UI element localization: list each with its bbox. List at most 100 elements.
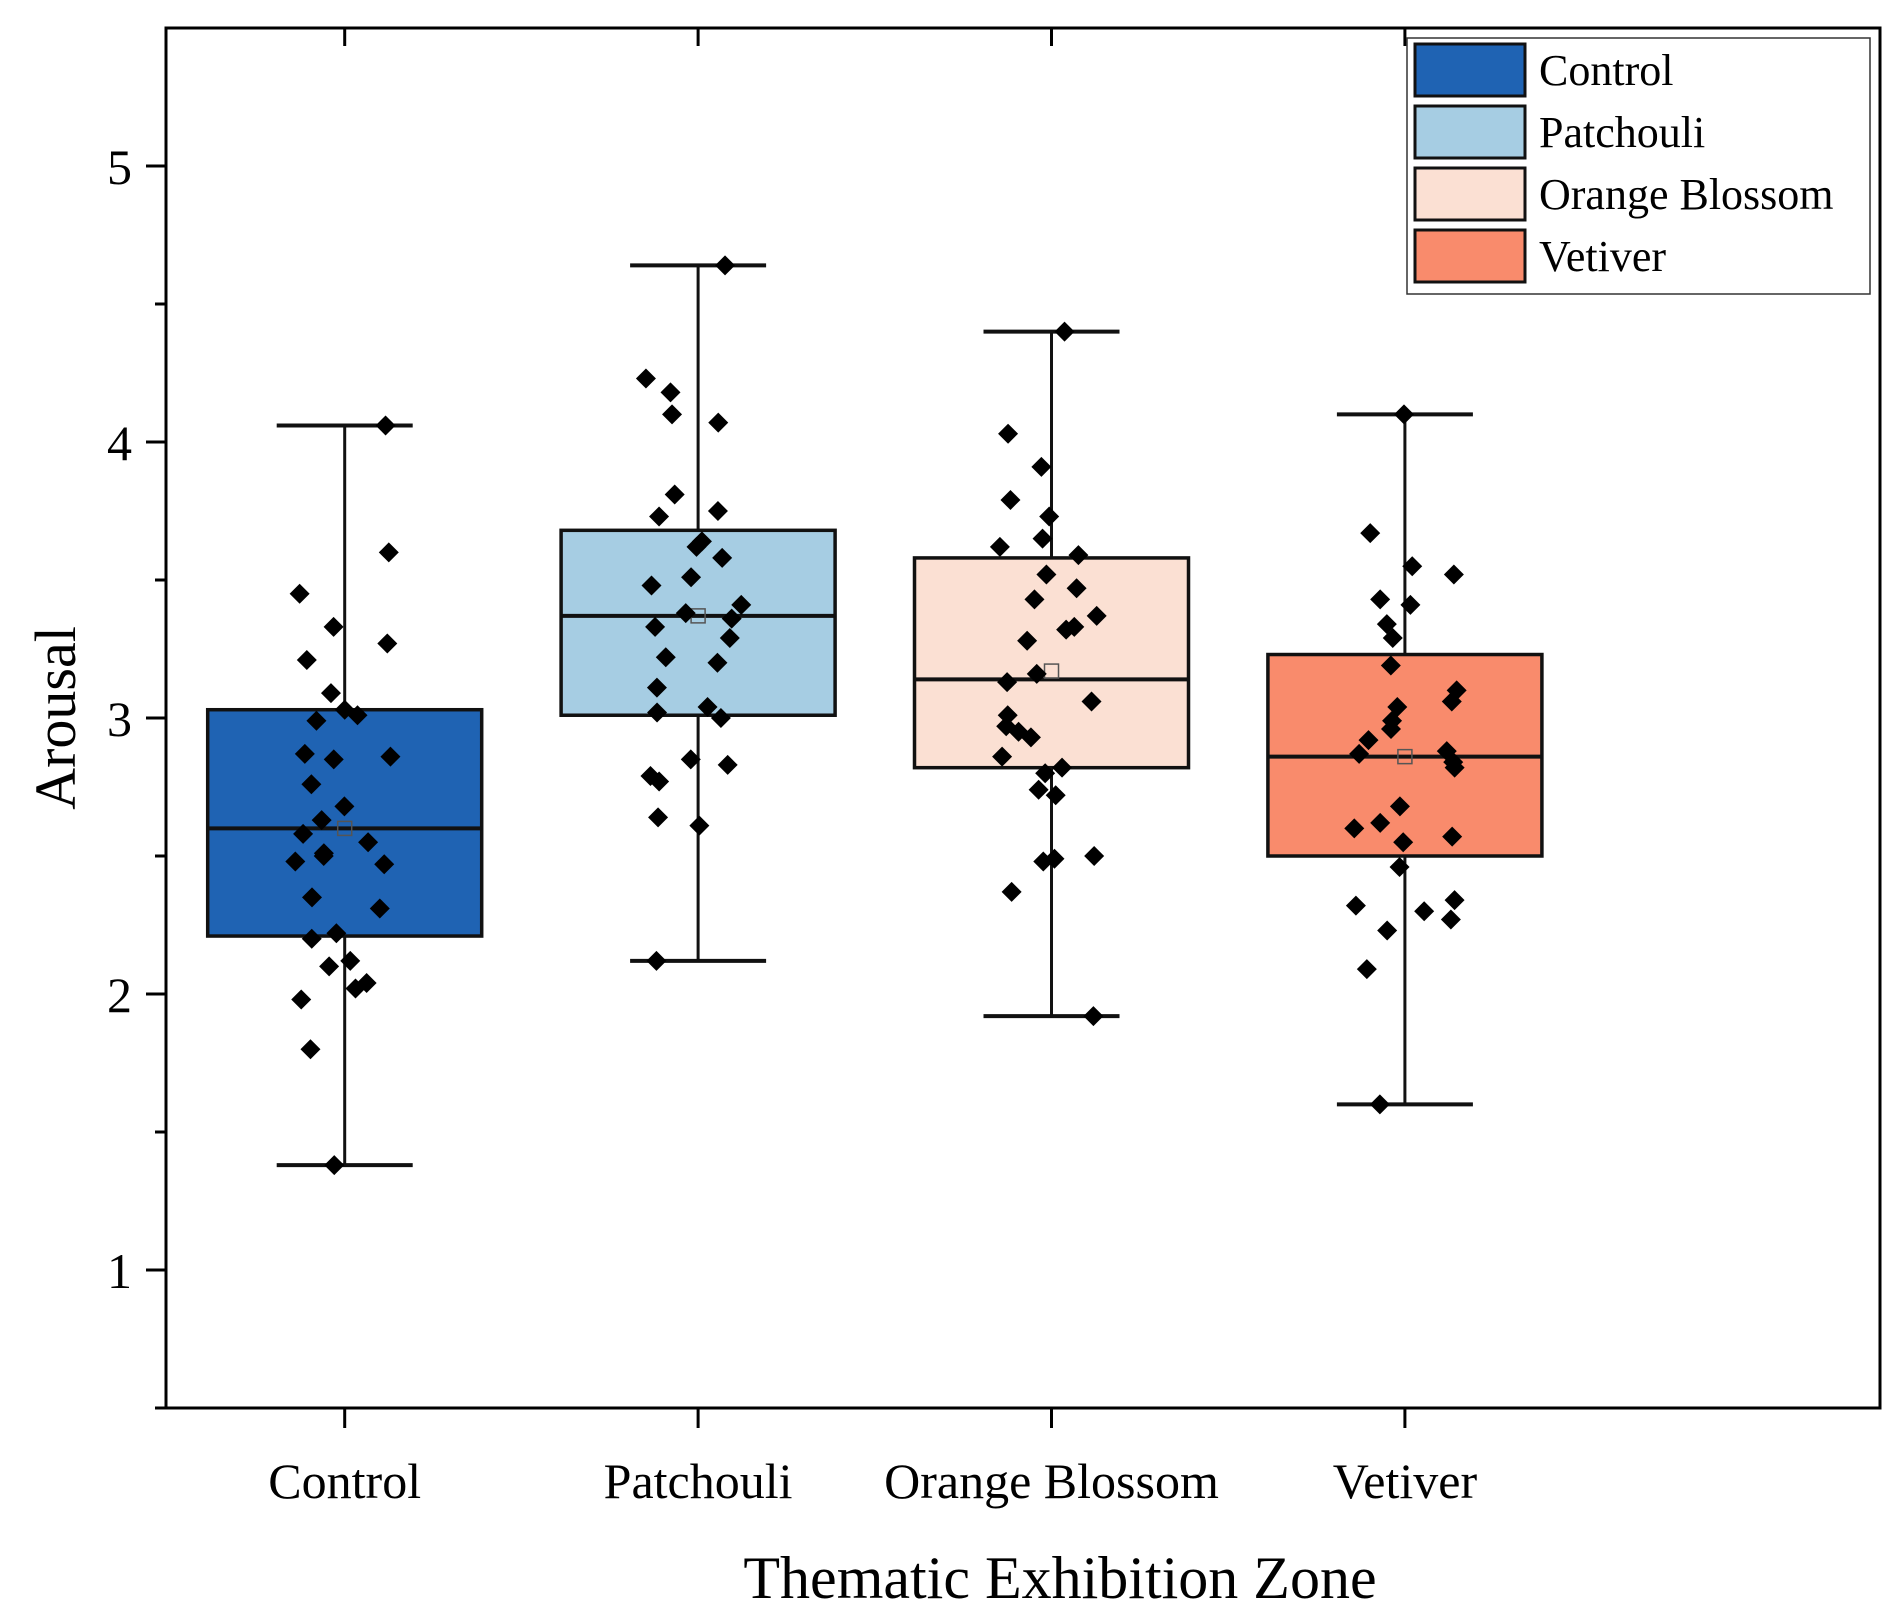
data-point xyxy=(712,547,733,568)
data-point xyxy=(1039,506,1060,527)
x-tick-label: Control xyxy=(268,1453,421,1509)
y-tick-label: 4 xyxy=(107,415,132,471)
data-point xyxy=(649,506,670,527)
data-point xyxy=(293,823,314,844)
data-point xyxy=(323,616,344,637)
data-point xyxy=(710,708,731,728)
data-point xyxy=(675,603,696,624)
data-point xyxy=(717,754,738,775)
data-point xyxy=(1017,630,1038,651)
data-point xyxy=(347,705,368,726)
data-point xyxy=(1054,321,1075,342)
x-tick-label: Vetiver xyxy=(1333,1453,1478,1509)
data-point xyxy=(1370,812,1391,833)
data-point xyxy=(998,423,1019,444)
data-point xyxy=(1024,589,1045,610)
data-point xyxy=(377,633,398,654)
data-point xyxy=(289,583,310,604)
data-point xyxy=(1036,564,1057,585)
data-point xyxy=(1356,959,1377,980)
box-vetiver xyxy=(1266,412,1544,1107)
data-point xyxy=(1440,909,1461,930)
data-point xyxy=(697,696,718,717)
data-point xyxy=(1389,857,1410,878)
data-point xyxy=(715,255,736,276)
data-point xyxy=(326,923,347,944)
data-point xyxy=(1052,757,1073,778)
data-point xyxy=(646,677,667,698)
data-point xyxy=(997,672,1018,693)
data-point xyxy=(707,501,728,521)
axis-ticks: 1 2 3 4 5 Control Patchouli Orange Blossom Vetiv… xyxy=(107,28,1477,1509)
data-point xyxy=(1349,743,1370,764)
data-point xyxy=(655,647,676,668)
data-point xyxy=(340,950,361,971)
data-point xyxy=(721,608,742,629)
data-point xyxy=(686,536,707,557)
data-point xyxy=(1358,730,1379,751)
data-point xyxy=(300,1039,321,1060)
data-point xyxy=(1360,523,1381,544)
legend-label: Orange Blossom xyxy=(1539,170,1834,219)
data-point xyxy=(369,898,390,919)
mean-marker xyxy=(1043,663,1060,679)
data-point xyxy=(641,575,662,596)
legend: Control Patchouli Orange Blossom Vetiver xyxy=(1406,37,1871,295)
data-point xyxy=(1444,757,1465,778)
data-point xyxy=(1045,785,1066,806)
data-point xyxy=(1444,890,1465,911)
data-point xyxy=(313,846,334,866)
data-point xyxy=(320,683,341,704)
data-point xyxy=(648,807,669,828)
y-tick-label: 3 xyxy=(107,691,132,747)
data-point xyxy=(645,616,666,637)
data-point xyxy=(662,404,683,425)
data-point xyxy=(1086,605,1107,626)
data-point xyxy=(731,594,752,615)
data-point xyxy=(1393,832,1414,853)
data-point xyxy=(1443,564,1464,585)
data-point xyxy=(1068,545,1089,566)
data-point xyxy=(719,627,740,648)
x-tick-label: Orange Blossom xyxy=(884,1453,1219,1509)
data-point xyxy=(1056,619,1077,640)
data-point xyxy=(1028,779,1049,800)
data-point xyxy=(1345,895,1366,916)
data-point xyxy=(660,382,681,403)
data-point xyxy=(323,749,344,770)
data-point xyxy=(1033,851,1054,872)
box-control xyxy=(205,423,484,1168)
data-point xyxy=(358,832,379,853)
data-point xyxy=(1394,404,1415,425)
data-point xyxy=(707,652,728,673)
data-point xyxy=(301,774,322,795)
data-point xyxy=(708,412,729,433)
data-point xyxy=(378,542,399,563)
data-point xyxy=(375,415,396,436)
data-point xyxy=(1020,727,1041,748)
box-patchouli xyxy=(559,263,837,963)
data-point xyxy=(680,749,701,770)
data-point xyxy=(345,978,366,999)
legend-swatch xyxy=(1413,42,1527,98)
mean-marker xyxy=(1397,748,1413,765)
data-point xyxy=(380,746,401,767)
data-point xyxy=(1031,456,1052,477)
legend-swatch xyxy=(1413,228,1527,284)
data-point xyxy=(319,956,340,977)
data-point xyxy=(1032,528,1053,549)
data-point xyxy=(1084,846,1105,866)
data-point xyxy=(1389,796,1410,817)
data-points xyxy=(285,255,1467,1176)
data-point xyxy=(1377,920,1398,941)
data-point xyxy=(1081,691,1102,712)
box-series xyxy=(205,263,1544,1168)
data-point xyxy=(374,854,395,875)
data-point xyxy=(1402,556,1423,577)
data-point xyxy=(1344,818,1365,839)
y-axis-label: Arousal xyxy=(23,626,88,810)
data-point xyxy=(1000,489,1021,510)
iqr-box xyxy=(912,556,1191,770)
data-point xyxy=(689,815,710,836)
